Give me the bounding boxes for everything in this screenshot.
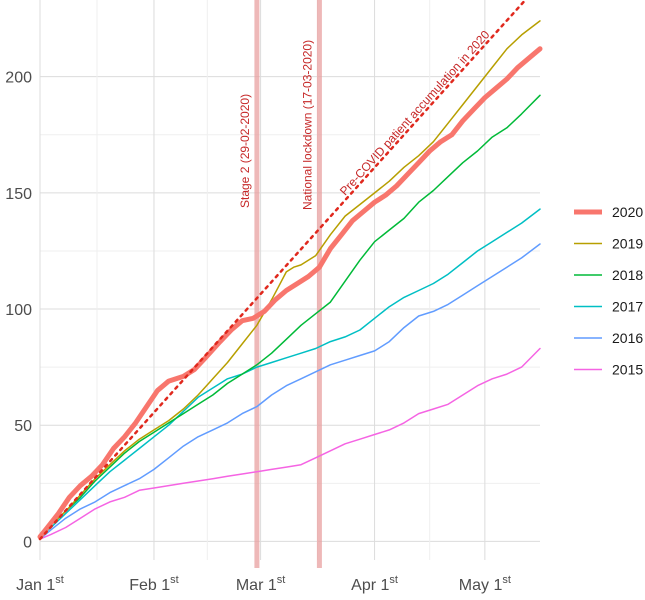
series-line-2020 xyxy=(37,46,543,540)
y-tick-label: 100 xyxy=(5,302,32,319)
series-line-2016 xyxy=(39,243,541,540)
legend: 2020 2019 2018 2017 2016 2015 xyxy=(574,204,643,378)
event-label-2: National lockdown (17-03-2020) xyxy=(300,40,314,210)
event-line-1 xyxy=(254,0,260,568)
y-tick-label: 150 xyxy=(5,186,32,203)
projection-line xyxy=(38,0,528,541)
legend-label-2020: 2020 xyxy=(612,204,643,220)
x-tick-label: Mar 1st xyxy=(236,574,285,594)
series-line-2017 xyxy=(39,208,541,538)
x-tick-label: Apr 1st xyxy=(351,574,398,594)
legend-label-2015: 2015 xyxy=(612,362,643,378)
series-line-2019 xyxy=(39,20,541,538)
series-line-2015 xyxy=(39,347,541,540)
legend-label-2017: 2017 xyxy=(612,299,643,315)
event-line-2 xyxy=(316,0,322,568)
x-tick-label: Jan 1st xyxy=(16,574,64,594)
series-line-2018 xyxy=(39,94,541,538)
y-tick-label: 0 xyxy=(23,534,32,551)
gridlines xyxy=(39,0,540,560)
y-tick-label: 50 xyxy=(14,418,32,435)
legend-label-2019: 2019 xyxy=(612,236,643,252)
x-tick-label: Feb 1st xyxy=(129,574,178,594)
y-tick-label: 200 xyxy=(5,70,32,87)
event-label-1: Stage 2 (29-02-2020) xyxy=(238,94,252,208)
legend-label-2018: 2018 xyxy=(612,267,643,283)
x-tick-label: May 1st xyxy=(459,574,511,594)
legend-label-2016: 2016 xyxy=(612,330,643,346)
